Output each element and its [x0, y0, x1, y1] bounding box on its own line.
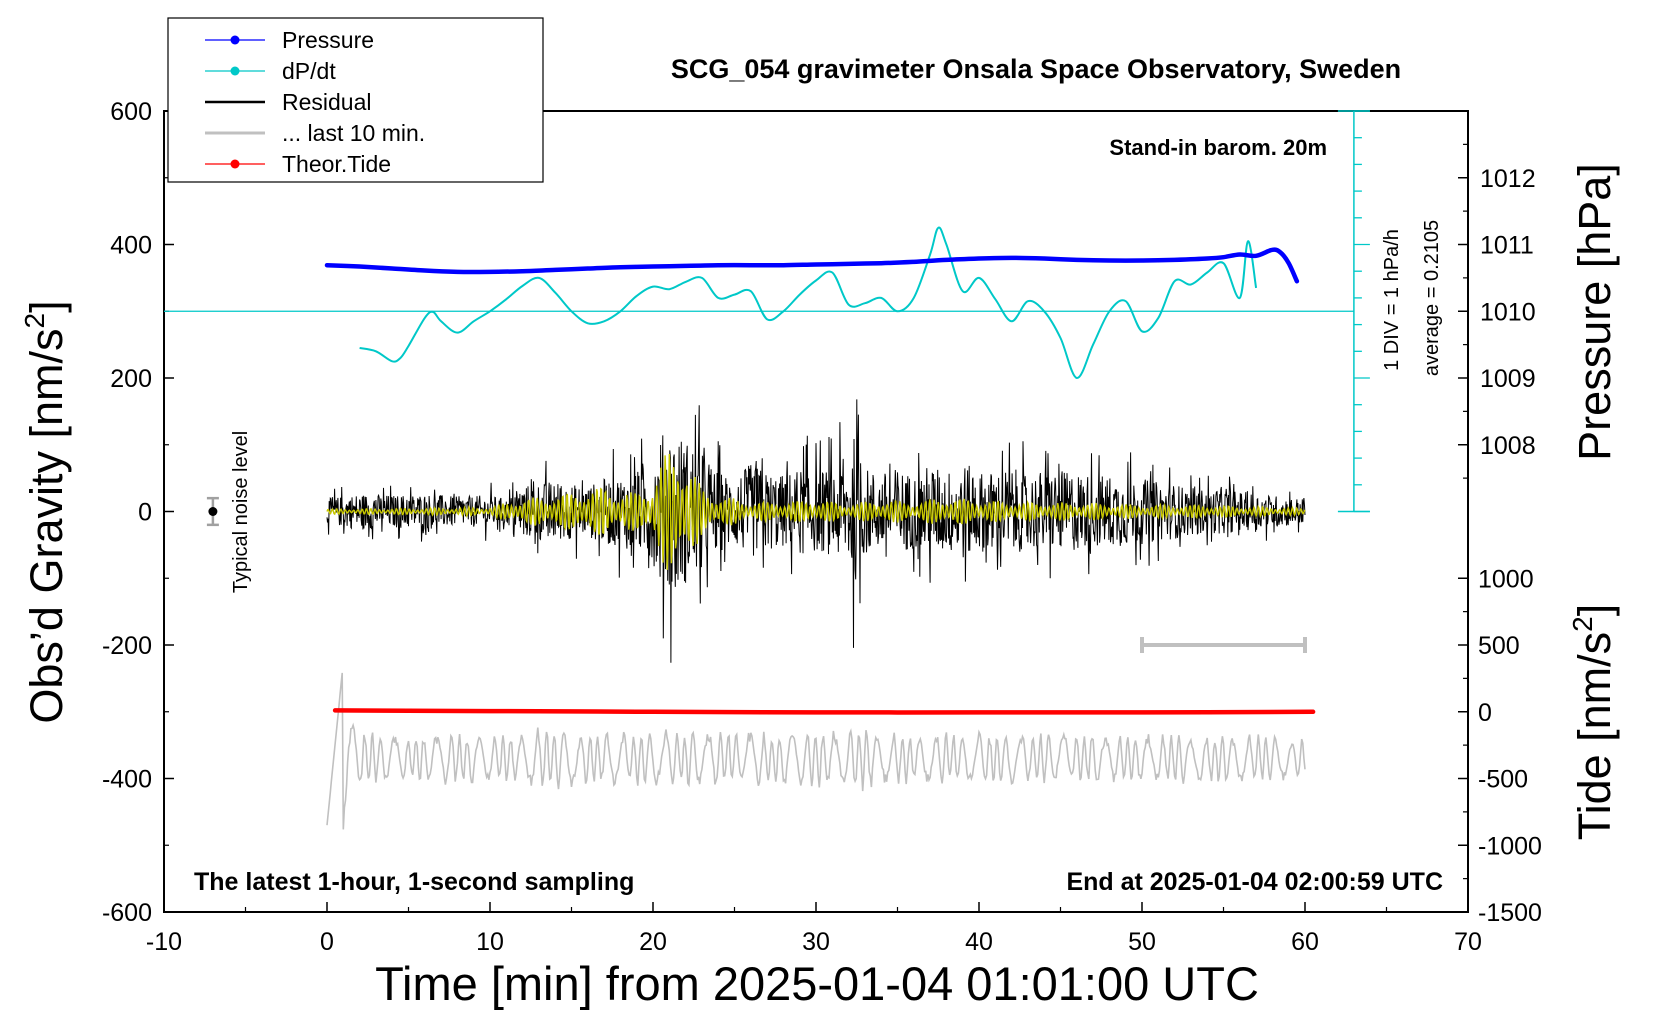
legend-marker [230, 66, 240, 76]
series-dpdt-line [359, 226, 1258, 379]
pressure-axis-title: Pressure [hPa] [1569, 163, 1620, 461]
x-axis-title: Time [min] from 2025-01-04 01:01:00 UTC [375, 957, 1259, 1010]
x-tick-label: 20 [639, 928, 667, 956]
legend-label: Theor.Tide [282, 151, 391, 177]
series-tide-line [332, 708, 1316, 715]
y-axis-title-main: Obs’d Gravity [nm/s [21, 329, 72, 724]
x-tick-label: 60 [1291, 928, 1319, 956]
series-pressure-line [324, 247, 1300, 284]
y-tick-label: -600 [102, 899, 152, 927]
chart-title: SCG_054 gravimeter Onsala Space Observat… [671, 54, 1401, 84]
tide-axis-ticks: 1000 500 0 -500 -1000 -1500 [1458, 565, 1542, 927]
legend-label: Residual [282, 89, 372, 115]
pressure-tick-label: 1010 [1480, 298, 1536, 326]
pressure-axis-ticks: 1012 1011 1010 1009 1008 [1458, 143, 1536, 479]
legend-label: Pressure [282, 27, 374, 53]
y-axis-title: Obs’d Gravity [nm/s2] [19, 300, 72, 723]
legend-label: dP/dt [282, 58, 336, 84]
marker-layer [206, 496, 1307, 653]
y-tick-label: -400 [102, 766, 152, 794]
x-tick-label: 30 [802, 928, 830, 956]
tide-tick-label: 1000 [1478, 565, 1534, 593]
average-note: average = 0.2105 [1421, 220, 1443, 376]
series-layer [164, 226, 1354, 830]
tide-axis-title-main: Tide [nm/s [1569, 632, 1620, 840]
legend-marker [230, 159, 240, 169]
pressure-tick-label: 1012 [1480, 165, 1536, 193]
tide-tick-label: -1000 [1478, 832, 1542, 860]
x-tick-label: 0 [320, 928, 334, 956]
tide-tick-label: 0 [1478, 699, 1492, 727]
x-tick-label: 50 [1128, 928, 1156, 956]
x-tick-label: 70 [1454, 928, 1482, 956]
y-tick-label: 0 [138, 499, 152, 527]
x-tick-label: 40 [965, 928, 993, 956]
div-note: 1 DIV = 1 hPa/h [1381, 229, 1403, 371]
end-annotation: End at 2025-01-04 02:00:59 UTC [1066, 868, 1443, 896]
x-axis-ticks: -10 0 10 20 30 40 50 60 70 [146, 902, 1482, 956]
latest-annotation: The latest 1-hour, 1-second sampling [194, 868, 634, 896]
series-residual-line [326, 399, 1306, 663]
y-tick-label: 200 [110, 365, 152, 393]
pressure-tick-label: 1009 [1480, 365, 1536, 393]
series-last-10-min-line [326, 672, 1306, 830]
y-tick-label: 400 [110, 232, 152, 260]
y-axis-ticks: -600 -400 -200 0 200 400 600 [102, 98, 174, 927]
pressure-tick-label: 1011 [1480, 232, 1534, 260]
y-axis-title-exp: 2 [19, 313, 50, 329]
series-residual-filtered-line [326, 453, 1306, 570]
y-axis-title-end: ] [21, 300, 72, 313]
legend-box [167, 17, 544, 183]
tide-tick-label: 500 [1478, 632, 1520, 660]
y-tick-label: 600 [110, 98, 152, 126]
y-tick-label: -200 [102, 632, 152, 660]
barometer-annotation: Stand-in barom. 20m [1109, 135, 1327, 160]
legend-marker [230, 35, 240, 45]
x-tick-label: 10 [476, 928, 504, 956]
tide-axis-title-end: ] [1569, 604, 1620, 617]
tide-axis-title: Tide [nm/s2] [1567, 604, 1620, 840]
tide-tick-label: -500 [1478, 766, 1528, 794]
noise-point [208, 507, 218, 516]
noise-annotation: Typical noise level [230, 431, 252, 593]
pressure-tick-label: 1008 [1480, 432, 1536, 460]
legend-label: ... last 10 min. [282, 120, 425, 146]
tide-tick-label: -1500 [1478, 899, 1542, 927]
tide-axis-title-exp: 2 [1567, 616, 1598, 632]
legend: Pressure dP/dt Residual ... last 10 min. The… [167, 17, 544, 183]
x-tick-label: -10 [146, 928, 182, 956]
